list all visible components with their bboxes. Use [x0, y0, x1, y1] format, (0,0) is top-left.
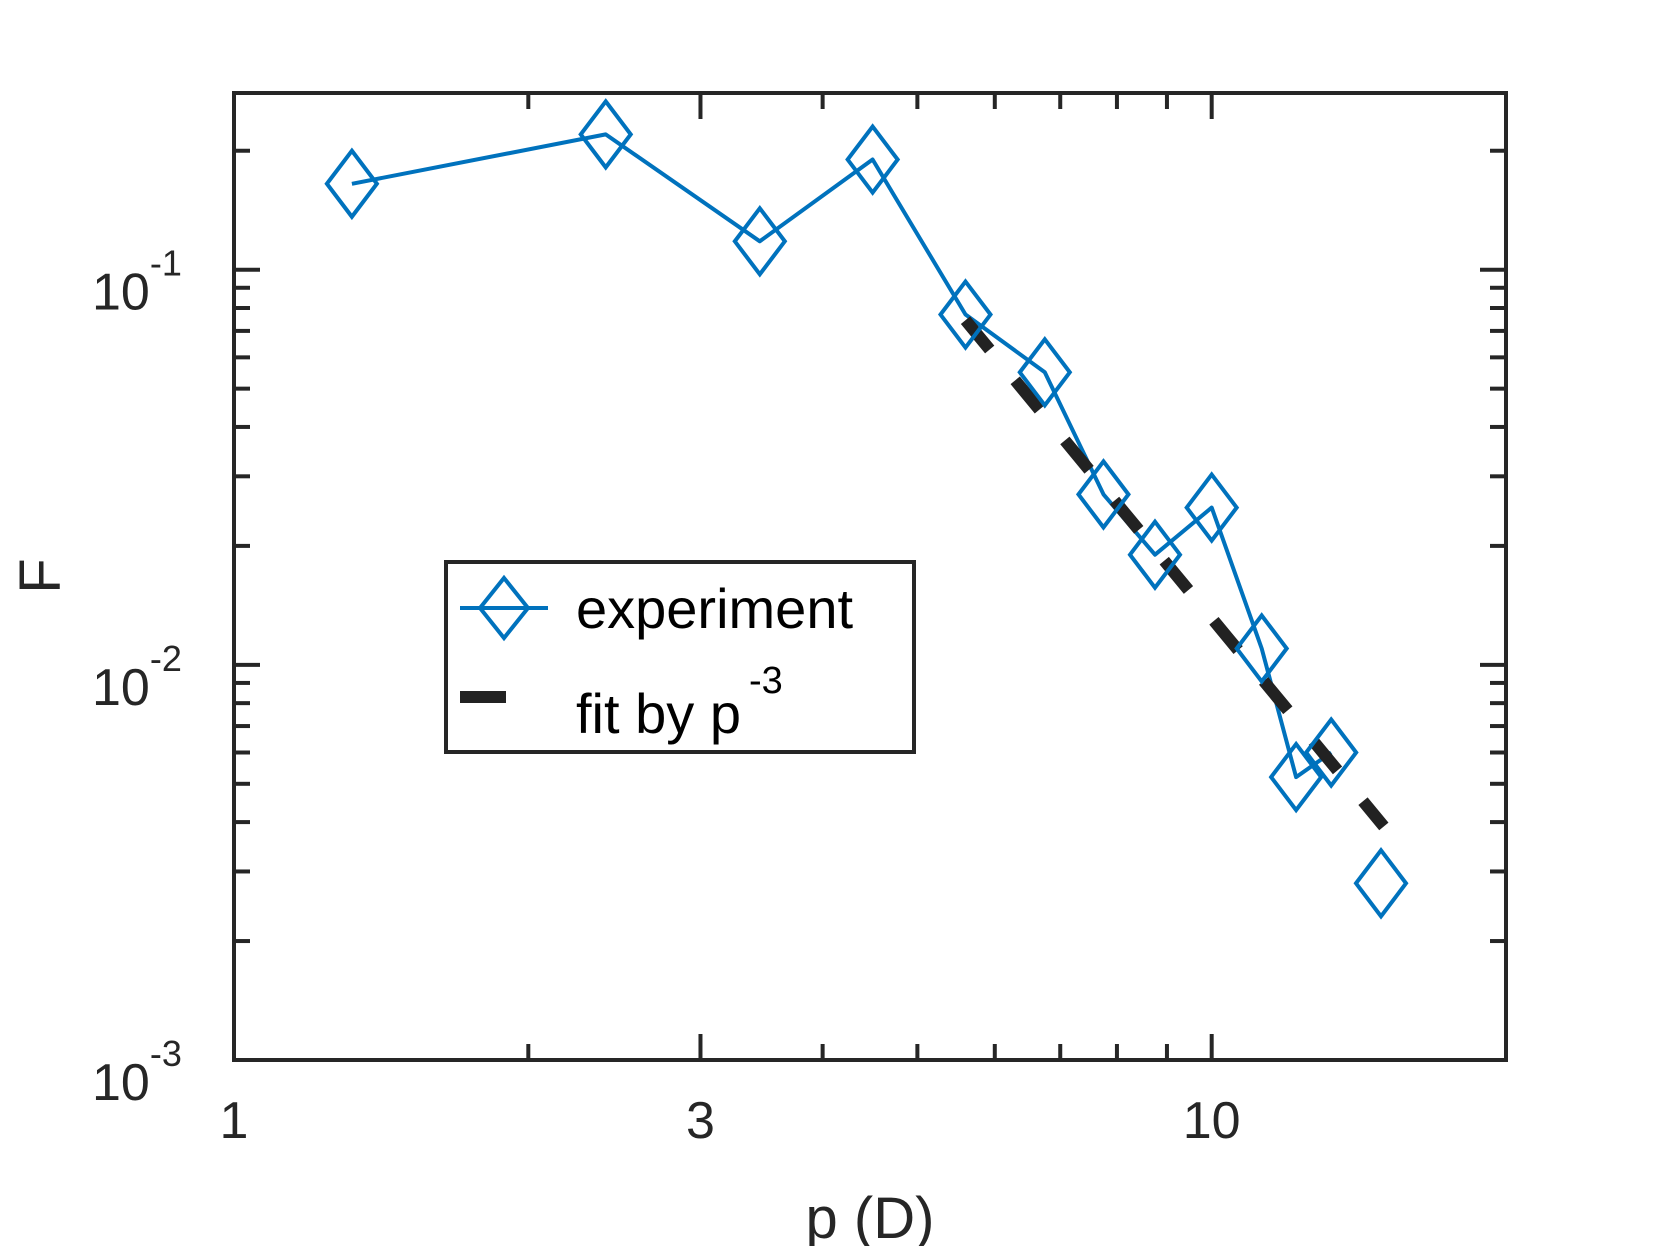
axes-box [232, 91, 1508, 1062]
experiment-point [578, 98, 634, 171]
legend-fit-label-base: fit by p [576, 682, 741, 745]
legend-experiment-marker [477, 574, 531, 642]
experiment-point [1184, 471, 1240, 544]
y-tick-label-base: 10 [92, 659, 150, 717]
legend-fit-label: fit by p-3 [576, 660, 783, 745]
y-tick-label-exp: -3 [150, 1033, 182, 1074]
legend-box [444, 560, 916, 754]
experiment-point [1075, 458, 1131, 531]
legend: experiment fit by p-3 [444, 560, 916, 754]
experiment-point [1017, 335, 1073, 409]
y-tick-label: 10-3 [92, 1033, 182, 1112]
y-tick-label-base: 10 [92, 1054, 150, 1112]
experiment-point [1268, 740, 1324, 814]
experiment-point [1303, 716, 1359, 789]
x-tick-label: 10 [1183, 1092, 1241, 1150]
y-tick-label-exp: -1 [150, 243, 182, 284]
y-axis-label: F [8, 558, 73, 593]
y-tick-label-exp: -2 [150, 638, 182, 679]
x-axis-label: p (D) [806, 1186, 935, 1246]
experiment-point [845, 123, 901, 196]
experiment-point [1127, 518, 1183, 592]
experiment-point [1234, 612, 1290, 685]
x-tick-label: 1 [220, 1092, 249, 1150]
y-tick-label: 10-1 [92, 243, 182, 322]
experiment-point [1353, 846, 1409, 920]
series-layer [324, 98, 1409, 920]
x-tick-label: 3 [686, 1092, 715, 1150]
y-tick-label: 10-2 [92, 638, 182, 717]
y-tick-label-base: 10 [92, 264, 150, 322]
legend-experiment-label: experiment [576, 577, 853, 640]
experiment-point [324, 147, 380, 221]
experiment-line [351, 132, 1333, 780]
legend-fit-label-sup: -3 [749, 660, 783, 702]
experiment-point [937, 278, 994, 351]
experiment-point [732, 204, 788, 278]
